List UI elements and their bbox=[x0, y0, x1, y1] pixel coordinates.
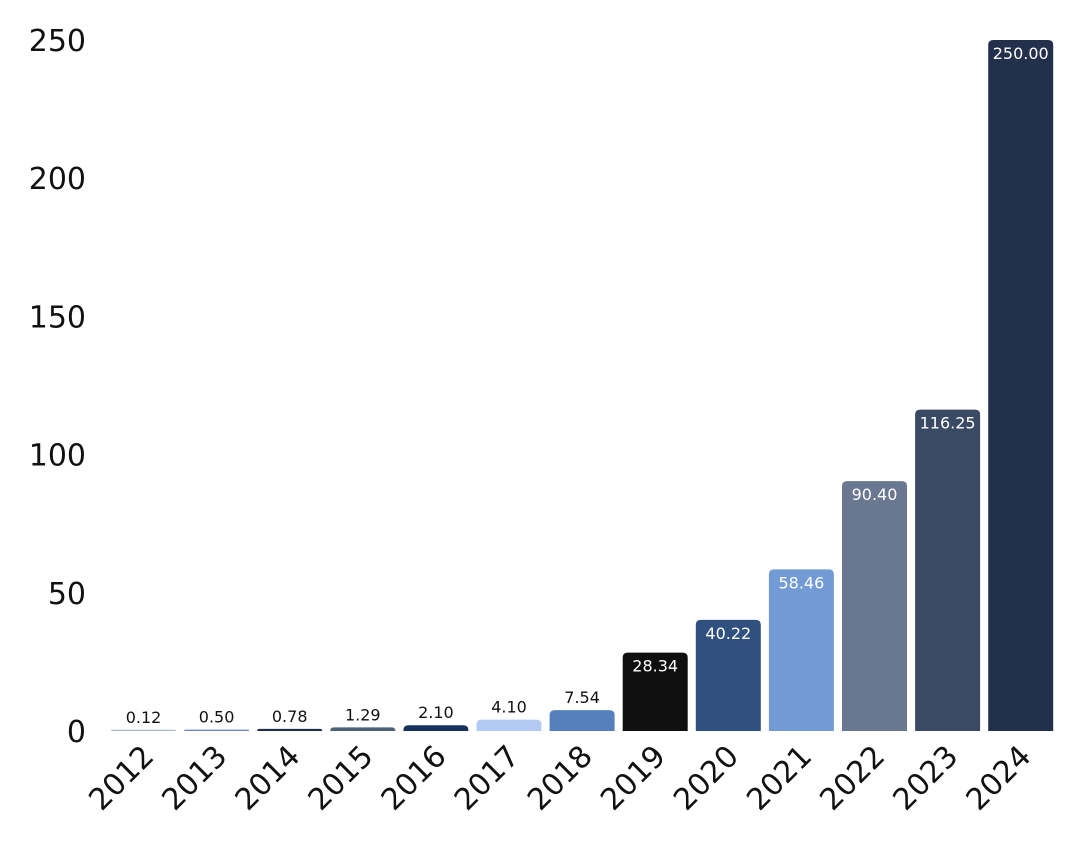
bar bbox=[330, 727, 396, 731]
y-tick-label: 50 bbox=[48, 577, 86, 612]
y-tick-label: 100 bbox=[29, 439, 86, 474]
data-labels: 0.12 0.50 0.78 1.29 2.10 4.10 7.54 28.34 40.22 58… bbox=[126, 44, 1049, 727]
data-label: 116.25 bbox=[920, 414, 976, 433]
bars bbox=[111, 40, 1054, 731]
bar bbox=[403, 725, 469, 731]
x-tick-label: 2012 bbox=[82, 739, 161, 818]
data-label: 28.34 bbox=[632, 657, 678, 676]
bar bbox=[549, 710, 615, 731]
x-tick-label: 2014 bbox=[229, 739, 308, 818]
bar bbox=[622, 652, 688, 731]
data-label: 58.46 bbox=[778, 573, 824, 592]
x-tick-label: 2019 bbox=[594, 739, 673, 818]
x-tick-label: 2018 bbox=[521, 739, 600, 818]
bar bbox=[111, 729, 176, 731]
x-tick-label: 2020 bbox=[667, 739, 746, 818]
x-tick-label: 2022 bbox=[813, 739, 892, 818]
bar bbox=[842, 481, 907, 731]
data-label: 7.54 bbox=[564, 688, 600, 707]
data-label: 90.40 bbox=[852, 485, 898, 504]
bar bbox=[695, 619, 761, 731]
data-label: 0.78 bbox=[272, 707, 308, 726]
bar bbox=[768, 569, 834, 731]
data-label: 0.50 bbox=[199, 708, 235, 727]
x-axis: 2012201320142015201620172018201920202021… bbox=[82, 739, 1038, 818]
y-axis: 0 50 100 150 200 250 bbox=[29, 24, 86, 750]
data-label: 1.29 bbox=[345, 705, 381, 724]
x-tick-label: 2021 bbox=[740, 739, 819, 818]
data-label: 40.22 bbox=[705, 624, 751, 643]
data-label: 2.10 bbox=[418, 703, 454, 722]
y-tick-label: 250 bbox=[29, 24, 86, 59]
data-label: 0.12 bbox=[126, 708, 162, 727]
bar bbox=[988, 40, 1054, 731]
bar bbox=[257, 728, 323, 731]
x-tick-label: 2017 bbox=[448, 739, 527, 818]
y-tick-label: 200 bbox=[29, 162, 86, 197]
x-tick-label: 2013 bbox=[156, 739, 235, 818]
bar bbox=[476, 719, 542, 731]
data-label: 4.10 bbox=[491, 698, 527, 717]
x-tick-label: 2016 bbox=[375, 739, 454, 818]
y-tick-label: 150 bbox=[29, 300, 86, 335]
x-tick-label: 2015 bbox=[302, 739, 381, 818]
y-tick-label: 0 bbox=[67, 715, 86, 750]
data-label: 250.00 bbox=[993, 44, 1049, 63]
x-tick-label: 2023 bbox=[887, 739, 966, 818]
x-tick-label: 2024 bbox=[960, 739, 1039, 818]
bar bbox=[915, 409, 981, 731]
bar bbox=[184, 729, 250, 731]
